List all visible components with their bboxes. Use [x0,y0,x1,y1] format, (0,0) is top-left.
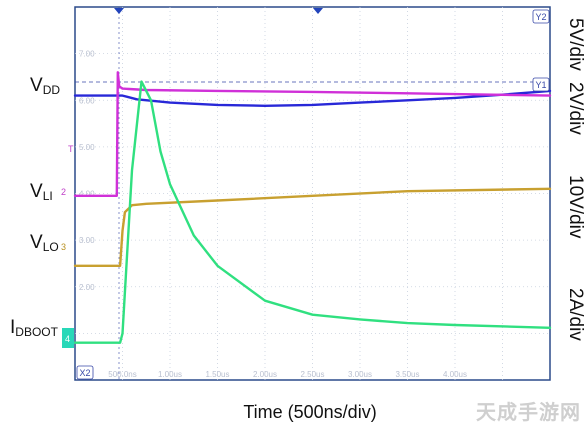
vli-label: VLI [30,181,53,203]
channel-4-marker-box [62,328,74,348]
trace-v-dd [73,89,552,107]
vdd-label: VDD [30,75,61,97]
trigger-level-marker: T [68,144,74,154]
x-tick-label: 3.50us [395,370,419,379]
cursor-x2-box [76,365,94,380]
y-tick-label: 2.00 [79,283,95,292]
grid [75,7,550,380]
traces [73,71,552,344]
vlo-label-sub: LO [42,240,59,254]
cursor-y1-text: Y1 [535,80,546,90]
y-tick-label: 3.00 [79,236,95,245]
cursor-y2: Y2 [532,9,550,24]
idboot-label: IDBOOT [10,317,58,339]
tick-labels: 500.0ns 1.00us 1.50us 2.00us 2.50us 3.00us 3.5… [79,50,467,379]
y-tick-label: 4.00 [79,190,95,199]
y-tick-label: 5.00 [79,143,95,152]
vli-label-sub: LI [42,189,53,203]
plot-frame [74,6,551,381]
markers: Y2 Y1 X2 T 2 3 4 [61,8,550,380]
idboot-label-sub: DBOOT [15,325,58,339]
x-tick-label: 2.00us [253,370,277,379]
cursor-y2-box [532,9,550,24]
x-axis-label: Time (500ns/div) [243,402,377,422]
vli-label-main: V [30,181,43,202]
cursor-x2: X2 [76,365,94,380]
x-tick-label: 500.0ns [108,370,136,379]
vlo-label-main: V [30,232,43,253]
trace-i-dboot [73,80,552,344]
cursor-arrow-icon [313,8,323,14]
vdd-label-main: V [30,75,43,96]
x-tick-label: 1.50us [205,370,229,379]
trace-v-lo [73,187,552,267]
y-tick-label: 6.00 [79,96,95,105]
x-tick-label: 2.50us [300,370,324,379]
vdd-label-sub: DD [42,83,61,97]
x-tick-label: 4.00us [443,370,467,379]
channel-3-marker: 3 [61,242,66,252]
trigger-arrow-icon [114,8,124,14]
x-tick-label: 3.00us [348,370,372,379]
vlo-label: VLO [30,232,59,254]
cursor-y1-box [532,77,550,92]
watermark-text: 天成手游网 [476,400,581,424]
cursor-x2-text: X2 [79,368,90,378]
trace-v-li [73,71,552,197]
x-tick-label: 1.00us [158,370,182,379]
channel-4-marker: 4 [65,334,70,344]
cursor-y2-text: Y2 [535,12,546,22]
y-tick-label: 7.00 [79,50,95,59]
channel-2-marker: 2 [61,187,66,197]
idboot-label-main: I [10,317,16,338]
cursor-y1: Y1 [532,77,550,92]
